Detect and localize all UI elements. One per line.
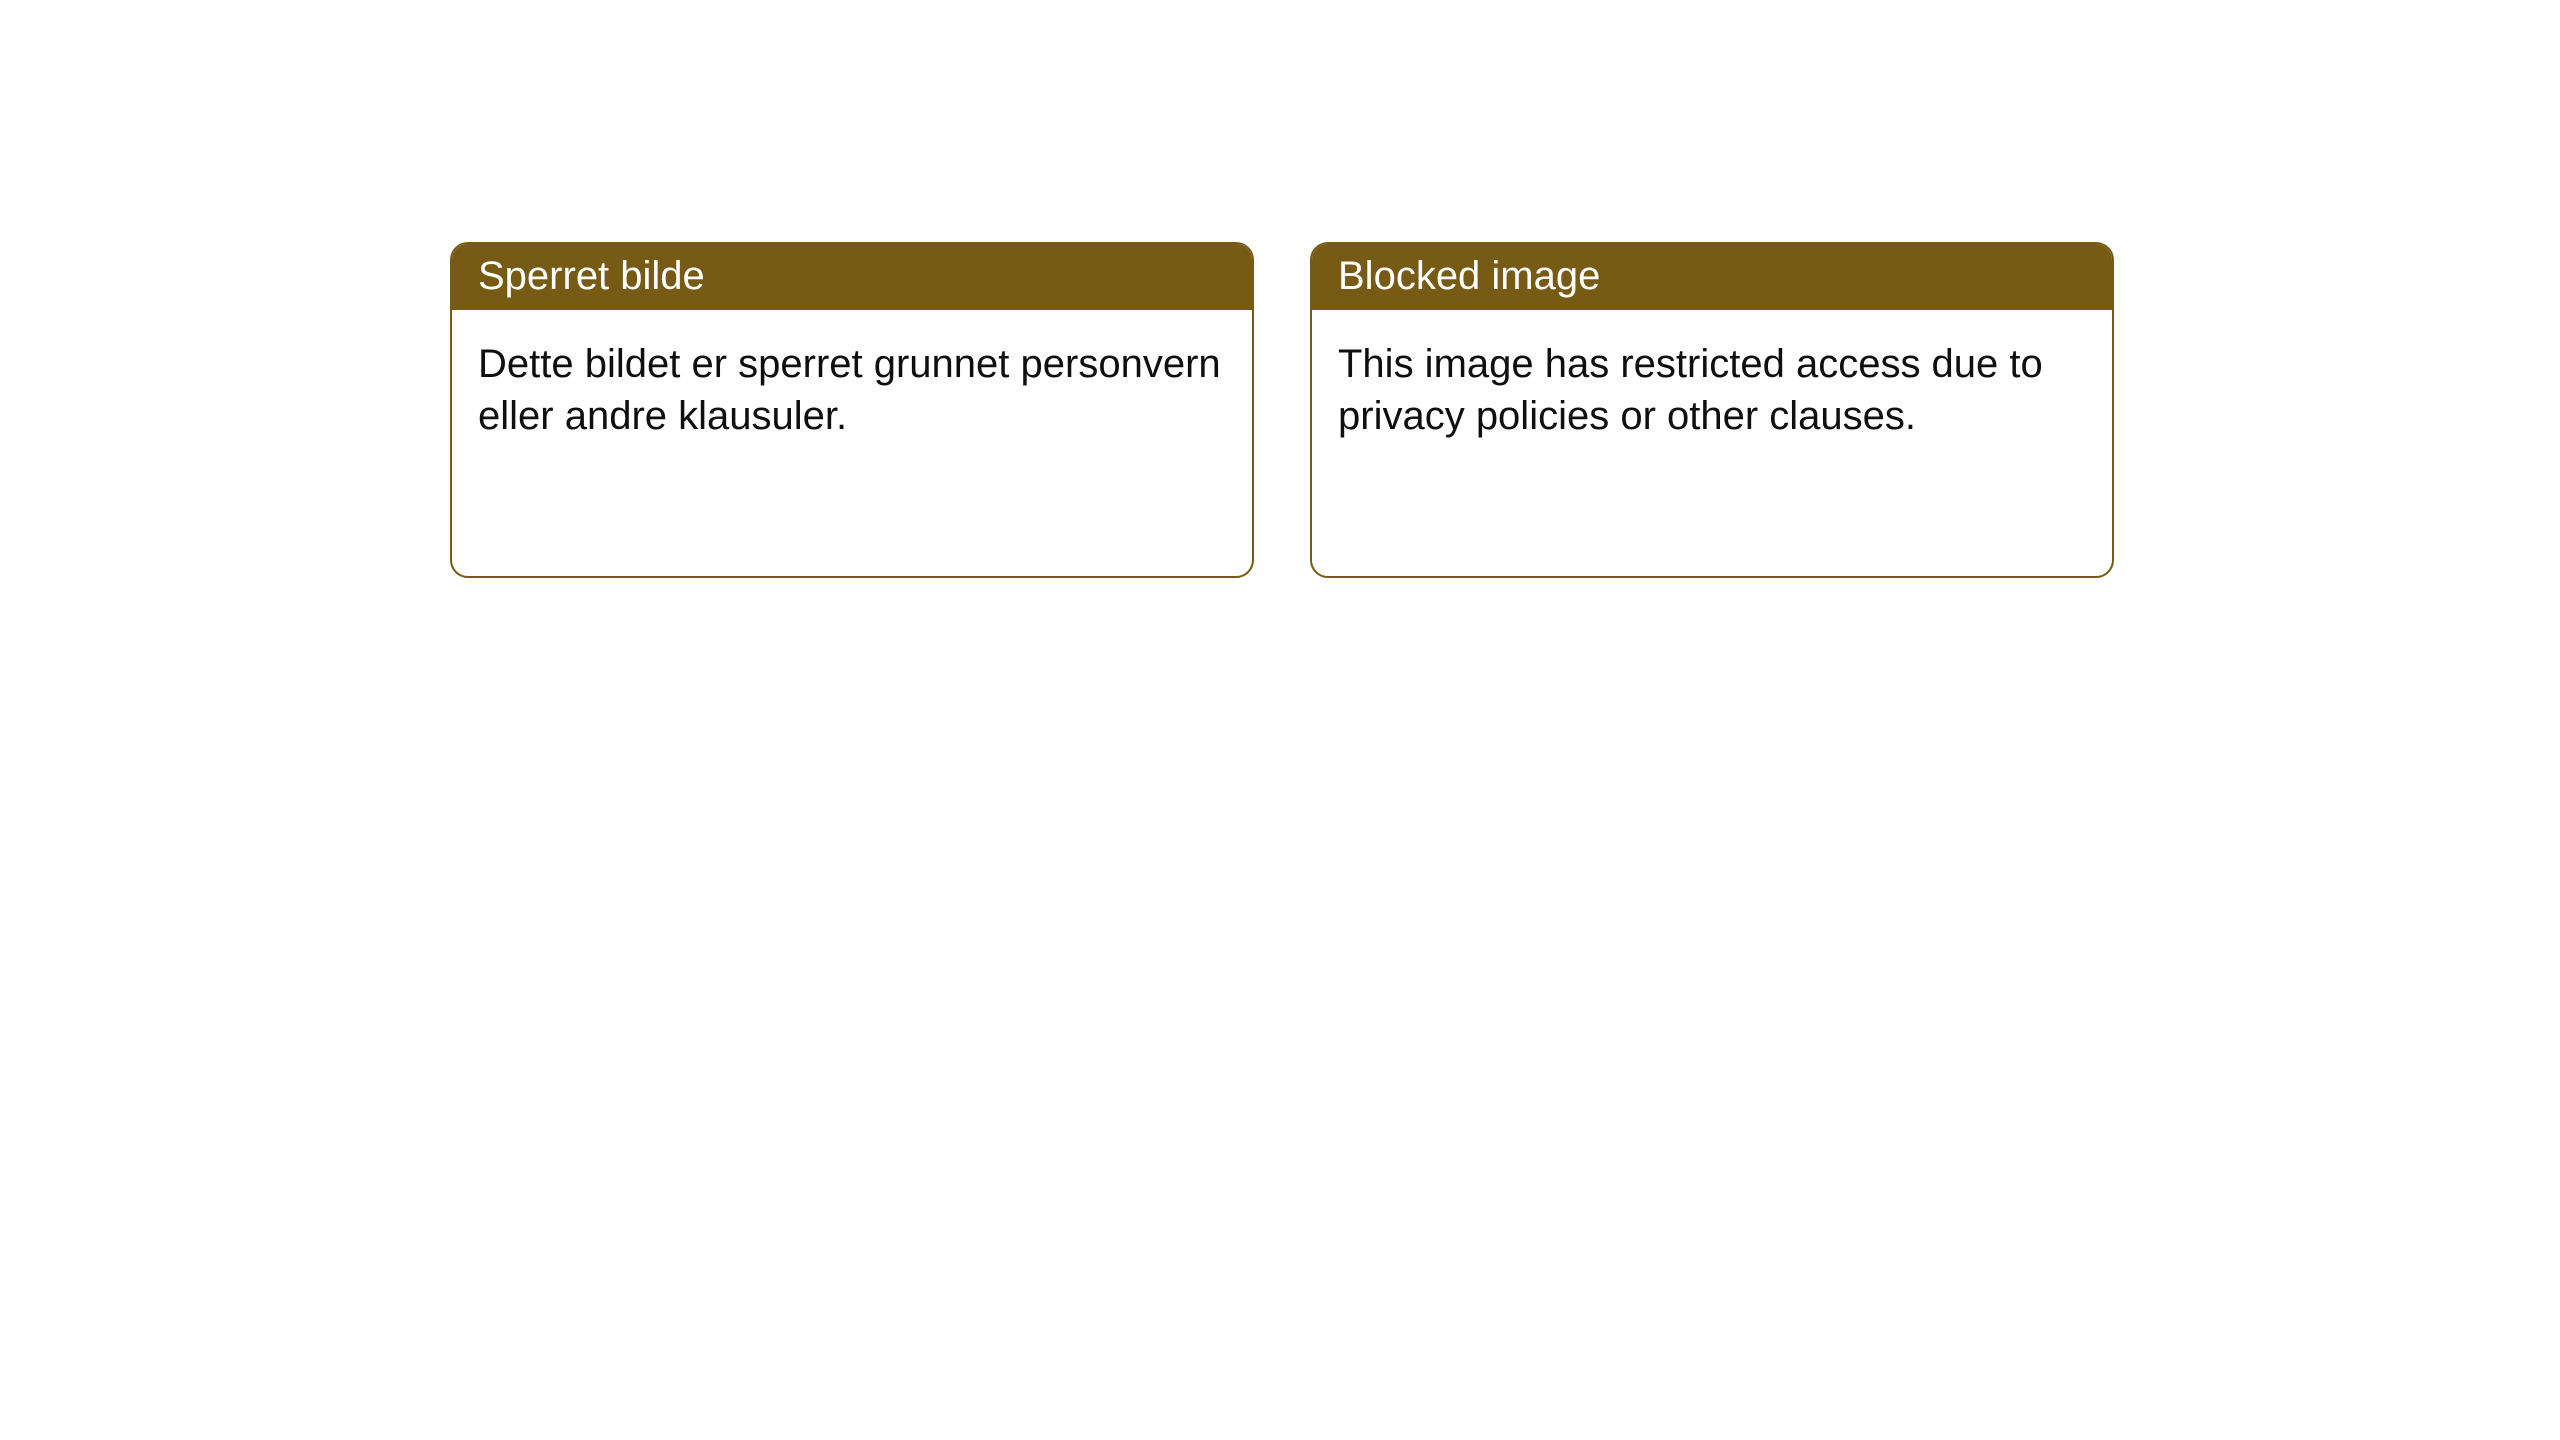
notice-body: Dette bildet er sperret grunnet personve… (452, 310, 1252, 470)
notice-card-norwegian: Sperret bilde Dette bildet er sperret gr… (450, 242, 1254, 578)
notice-header: Sperret bilde (452, 244, 1252, 310)
notice-body: This image has restricted access due to … (1312, 310, 2112, 470)
notice-header: Blocked image (1312, 244, 2112, 310)
notice-container: Sperret bilde Dette bildet er sperret gr… (0, 0, 2560, 578)
notice-card-english: Blocked image This image has restricted … (1310, 242, 2114, 578)
